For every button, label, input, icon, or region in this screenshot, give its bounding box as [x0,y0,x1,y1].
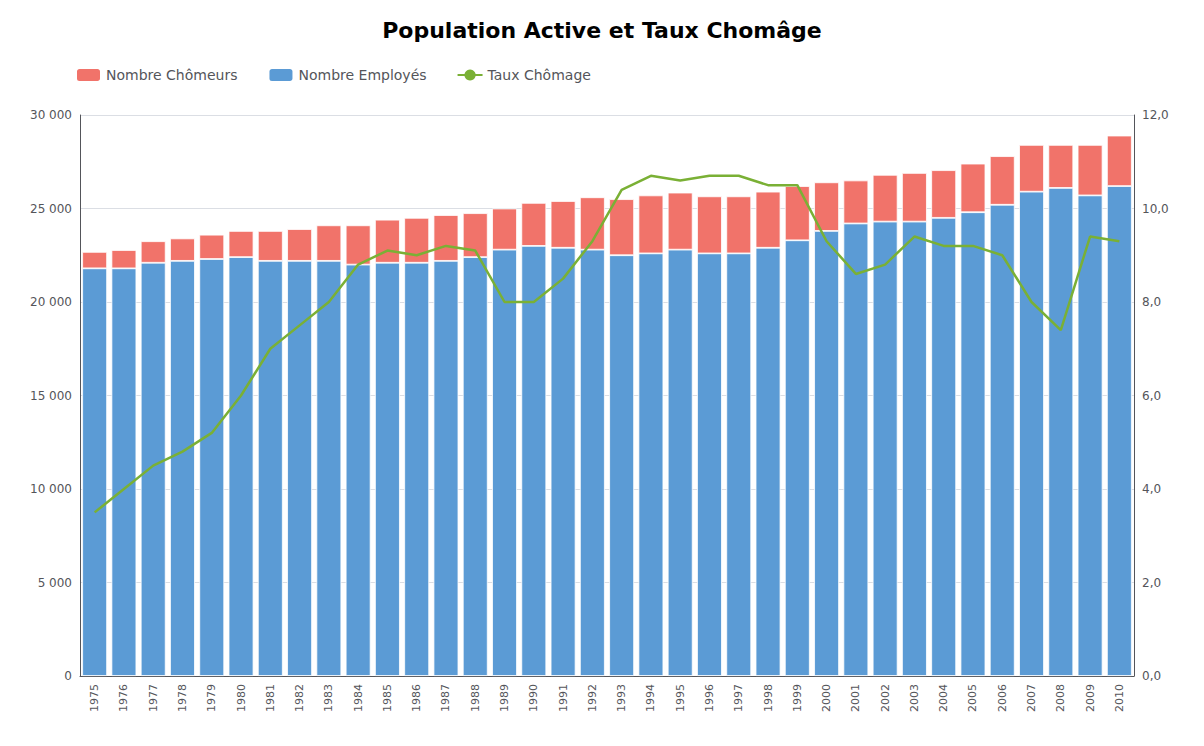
svg-text:1989: 1989 [498,684,511,712]
svg-text:2009: 2009 [1084,684,1097,712]
svg-text:2005: 2005 [966,684,979,712]
svg-text:1975: 1975 [88,684,101,712]
svg-text:5 000: 5 000 [38,576,72,590]
svg-text:1996: 1996 [703,684,716,712]
svg-text:1993: 1993 [615,684,628,712]
svg-text:1984: 1984 [352,684,365,712]
svg-text:1987: 1987 [439,684,452,712]
svg-text:1992: 1992 [586,684,599,712]
svg-text:2000: 2000 [820,684,833,712]
svg-text:1999: 1999 [791,684,804,712]
svg-text:1979: 1979 [205,684,218,712]
svg-text:Nombre Chômeurs: Nombre Chômeurs [106,67,237,83]
svg-text:2008: 2008 [1054,684,1067,712]
svg-text:1995: 1995 [674,684,687,712]
svg-text:20 000: 20 000 [30,295,72,309]
svg-text:Population Active et Taux Chom: Population Active et Taux Chomâge [382,18,822,43]
svg-text:1991: 1991 [557,684,570,712]
svg-text:1990: 1990 [527,684,540,712]
svg-text:2,0: 2,0 [1142,576,1161,590]
svg-text:0: 0 [64,669,72,683]
svg-text:1982: 1982 [293,684,306,712]
svg-text:25 000: 25 000 [30,202,72,216]
svg-text:10,0: 10,0 [1142,202,1169,216]
svg-text:1981: 1981 [264,684,277,712]
svg-text:10 000: 10 000 [30,482,72,496]
svg-text:12,0: 12,0 [1142,108,1169,122]
svg-text:30 000: 30 000 [30,108,72,122]
svg-text:6,0: 6,0 [1142,389,1161,403]
svg-text:2006: 2006 [996,684,1009,712]
svg-text:15 000: 15 000 [30,389,72,403]
svg-text:1998: 1998 [762,684,775,712]
svg-text:8,0: 8,0 [1142,295,1161,309]
svg-text:1977: 1977 [147,684,160,712]
svg-text:2003: 2003 [908,684,921,712]
svg-text:1976: 1976 [117,684,130,712]
svg-text:4,0: 4,0 [1142,482,1161,496]
svg-text:1994: 1994 [644,684,657,712]
svg-text:1997: 1997 [732,684,745,712]
svg-text:1986: 1986 [410,684,423,712]
svg-text:1983: 1983 [322,684,335,712]
svg-text:2007: 2007 [1025,684,1038,712]
svg-text:0,0: 0,0 [1142,669,1161,683]
svg-text:1985: 1985 [381,684,394,712]
svg-text:1978: 1978 [176,684,189,712]
svg-text:Nombre Employés: Nombre Employés [298,67,426,83]
svg-text:2004: 2004 [937,684,950,712]
svg-text:Taux Chômage: Taux Chômage [487,67,591,83]
svg-text:1980: 1980 [235,684,248,712]
svg-text:1988: 1988 [469,684,482,712]
svg-text:2001: 2001 [849,684,862,712]
svg-text:2010: 2010 [1113,684,1126,712]
svg-text:2002: 2002 [879,684,892,712]
